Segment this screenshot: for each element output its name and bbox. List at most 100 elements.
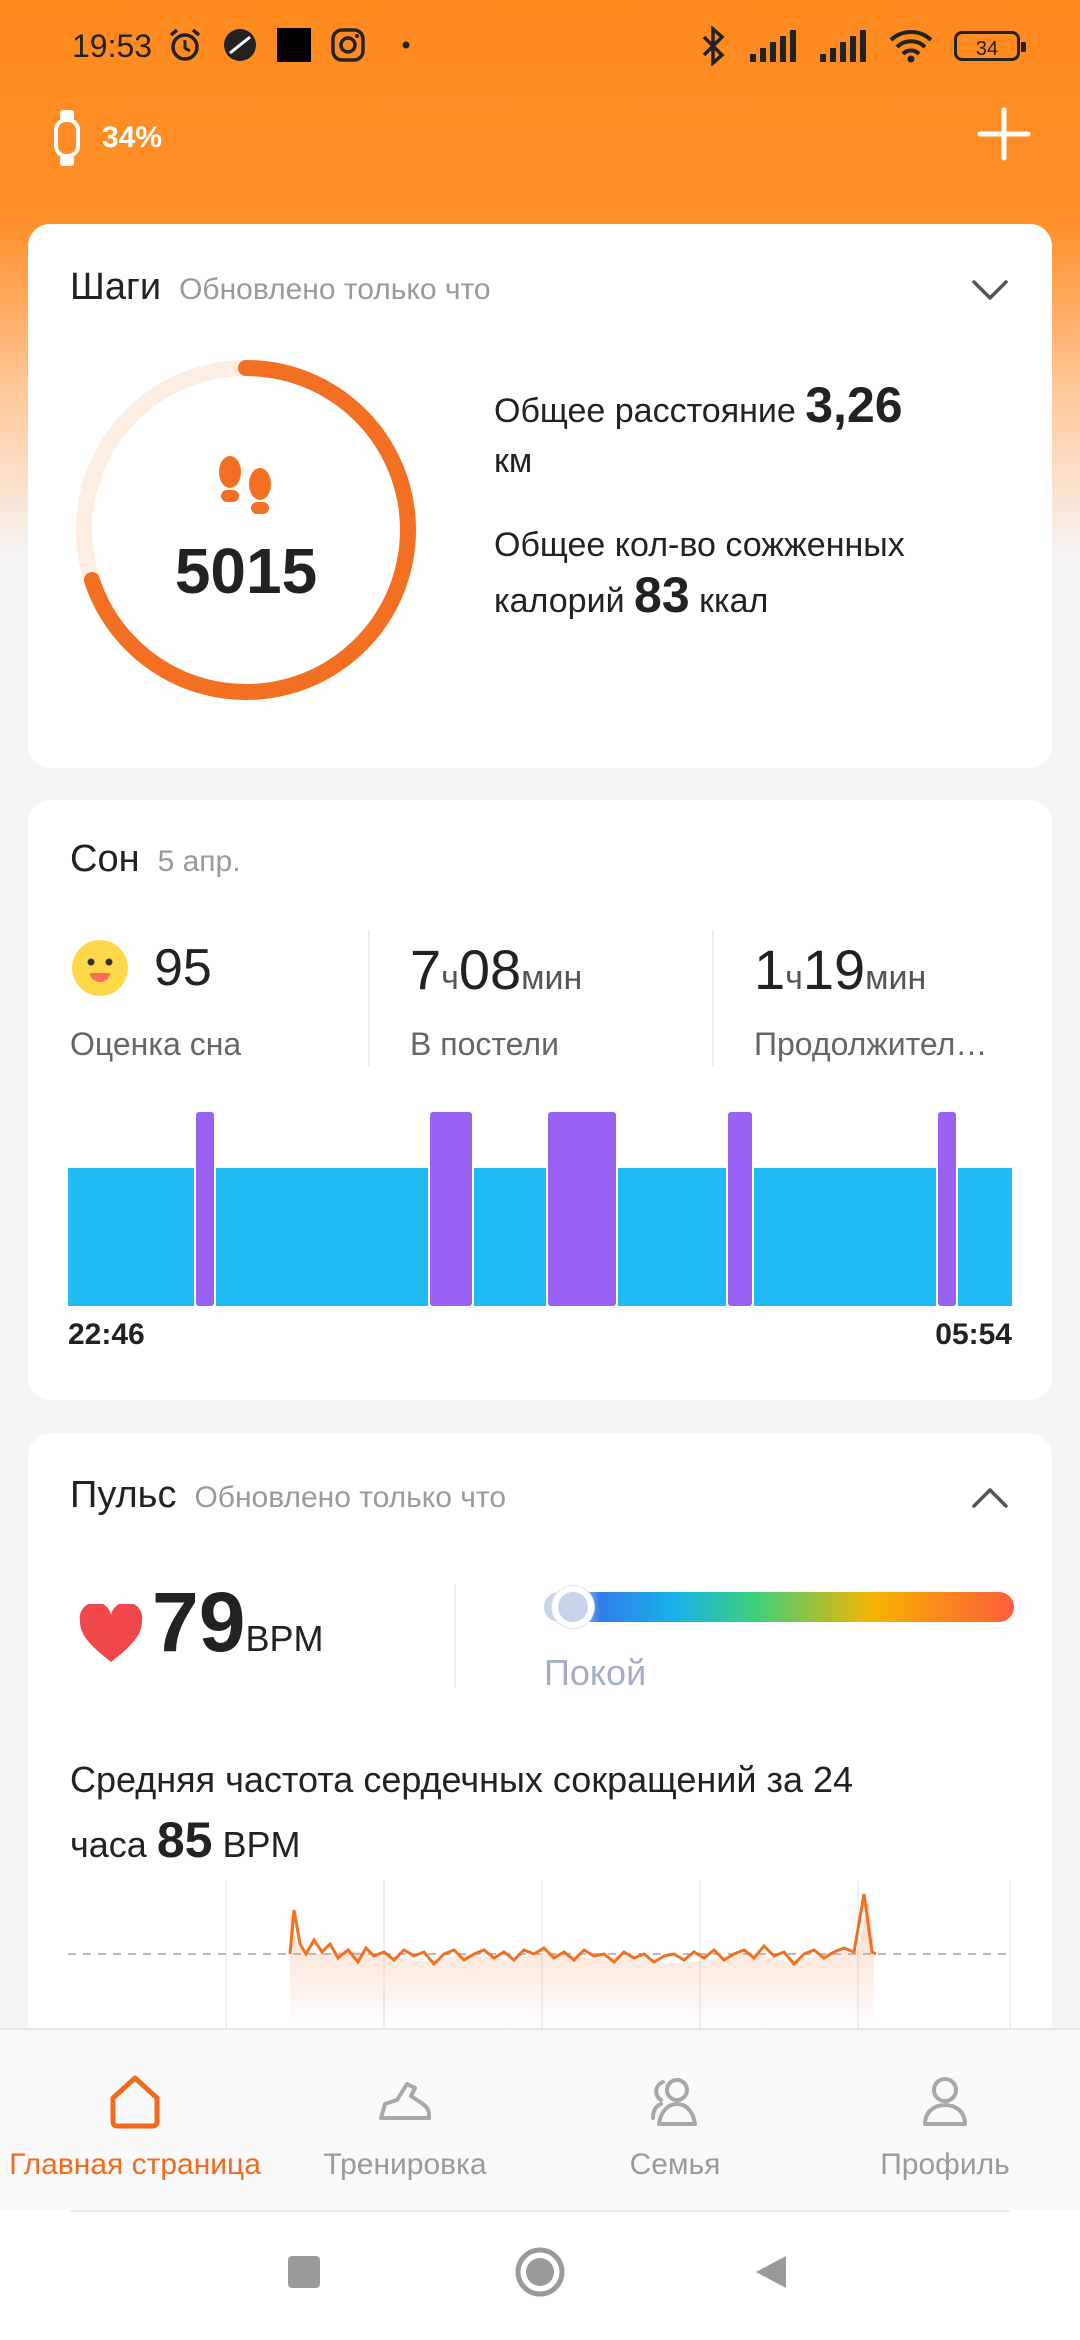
calories-value: 83 <box>634 567 690 623</box>
band-icon <box>54 110 80 166</box>
sleep-light-segment <box>68 1168 194 1306</box>
heart-rate-line <box>288 1893 877 1967</box>
sleep-start-time: 22:46 <box>68 1318 145 1351</box>
chevron-up-icon[interactable] <box>968 1476 1012 1520</box>
steps-card[interactable]: Шаги Обновлено только что 5015 Общее расс… <box>28 224 1052 768</box>
dot-icon <box>402 41 410 49</box>
sleep-rem-segment <box>430 1112 472 1306</box>
duration-hours-unit: ч <box>785 959 803 997</box>
heart-rate-zone-bar <box>544 1592 1014 1622</box>
status-time: 19:53 <box>72 28 153 64</box>
wifi-icon <box>889 30 933 63</box>
divider <box>368 930 370 1066</box>
duration-hours: 1 <box>754 938 786 1001</box>
bluetooth-icon <box>702 26 725 66</box>
distance-value: 3,26 <box>805 377 903 433</box>
pulse-card[interactable]: Пульс Обновлено только что 79BPM Покой Ср… <box>28 1434 1052 2134</box>
divider <box>70 2210 1010 2212</box>
nav-family-label: Семья <box>629 2148 721 2181</box>
pulse-value: 79 <box>152 1575 246 1669</box>
pulse-title: Пульс <box>70 1474 177 1516</box>
recents-button[interactable] <box>284 2252 324 2292</box>
sleep-light-segment <box>618 1168 726 1306</box>
nav-family[interactable]: Семья <box>540 2030 810 2212</box>
instagram-icon <box>331 28 365 62</box>
in-bed-minutes: 08 <box>458 938 522 1001</box>
calories-label-2: калорий <box>494 582 625 620</box>
bottom-navigation: Главная страница Тренировка Семья Профил… <box>0 2028 1080 2212</box>
heart-icon <box>79 1604 143 1662</box>
steps-progress-arc <box>83 360 416 700</box>
home-button[interactable] <box>514 2246 566 2298</box>
shoe-icon <box>379 2082 431 2120</box>
pulse-unit: BPM <box>245 1618 324 1659</box>
nav-profile[interactable]: Профиль <box>810 2030 1080 2212</box>
footsteps-icon <box>219 456 271 514</box>
calories-label: Общее кол-во сожженных <box>494 526 905 564</box>
dnd-icon <box>224 29 256 61</box>
in-bed-label: В постели <box>410 1026 559 1062</box>
status-bar: 19:53 34 <box>0 0 1080 96</box>
steps-updated: Обновлено только что <box>179 273 491 306</box>
nav-profile-label: Профиль <box>880 2148 1010 2181</box>
smiley-icon <box>72 940 128 996</box>
sleep-end-time: 05:54 <box>935 1318 1012 1351</box>
profile-icon <box>923 2077 967 2126</box>
sleep-score-label: Оценка сна <box>70 1026 242 1062</box>
in-bed-minutes-unit: мин <box>521 959 583 997</box>
family-icon <box>651 2078 697 2126</box>
steps-title-row: Шаги Обновлено только что <box>70 266 491 309</box>
duration-minutes-unit: мин <box>865 959 927 997</box>
sleep-rem-segment <box>548 1112 616 1306</box>
back-button[interactable] <box>752 2252 792 2292</box>
heart-rate-area <box>290 1900 874 2030</box>
avg-text: Средняя частота сердечных сокращений за … <box>70 1759 854 1800</box>
sleep-title: Сон <box>70 838 140 880</box>
sleep-rem-segment <box>196 1112 214 1306</box>
device-battery: 34% <box>102 121 163 154</box>
nav-workout[interactable]: Тренировка <box>270 2030 540 2212</box>
nav-workout-label: Тренировка <box>323 2148 487 2181</box>
system-navigation-bar <box>0 2210 1080 2340</box>
square-icon <box>277 28 311 62</box>
sleep-score: 95 <box>154 938 212 1078</box>
battery-icon: 34 <box>954 31 1026 61</box>
in-bed-hours: 7 <box>410 938 442 1001</box>
divider <box>454 1584 456 1688</box>
in-bed-stat: 7ч08мин <box>410 938 582 1078</box>
add-button[interactable] <box>974 104 1034 164</box>
avg-value: 85 <box>156 1812 213 1868</box>
sleep-date: 5 апр. <box>157 845 241 878</box>
pulse-updated: Обновлено только что <box>194 1481 507 1514</box>
steps-progress-ring <box>76 360 416 700</box>
sleep-title-row: Сон 5 апр. <box>70 838 241 881</box>
alarm-icon <box>169 28 201 61</box>
duration-minutes: 19 <box>802 938 866 1001</box>
avg-text-2: часа <box>70 1824 147 1865</box>
chevron-down-icon[interactable] <box>968 268 1012 312</box>
device-status[interactable]: 34% <box>52 108 162 168</box>
distance-unit: км <box>494 442 533 480</box>
calories-unit: ккал <box>699 582 769 620</box>
in-bed-hours-unit: ч <box>441 959 459 997</box>
sleep-rem-segment <box>938 1112 956 1306</box>
heart-rate-chart <box>68 1880 1012 2030</box>
duration-stat: 1ч19мин <box>754 938 926 1078</box>
home-icon <box>110 2075 160 2129</box>
heart-rate-zone-indicator <box>552 1586 594 1628</box>
steps-count: 5015 <box>174 535 318 607</box>
pulse-title-row: Пульс Обновлено только что <box>70 1474 506 1517</box>
distance-label: Общее расстояние <box>494 392 796 430</box>
nav-home[interactable]: Главная страница <box>0 2030 270 2212</box>
sleep-score-value: 95 <box>154 939 212 997</box>
pulse-value-row: 79BPM <box>152 1574 323 1671</box>
sleep-card[interactable]: Сон 5 апр. 95 Оценка сна 7ч08мин В постел… <box>28 800 1052 1400</box>
sleep-light-segment <box>474 1168 546 1306</box>
avg-unit: BPM <box>222 1824 301 1865</box>
avg-heart-rate-text: Средняя частота сердечных сокращений за … <box>70 1750 1010 1875</box>
sleep-light-segment <box>216 1168 428 1306</box>
steps-summary: Общее расстояние 3,26 км Общее кол-во со… <box>494 380 1014 626</box>
sleep-light-segment <box>754 1168 936 1306</box>
sleep-rem-segment <box>728 1112 752 1306</box>
duration-label: Продолжител… <box>754 1026 988 1062</box>
